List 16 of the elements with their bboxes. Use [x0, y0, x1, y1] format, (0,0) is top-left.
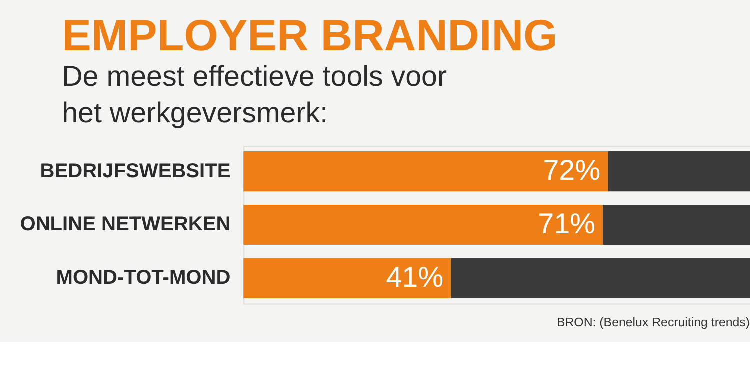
- data-label: 72%: [543, 155, 601, 188]
- y-tick-label: BEDRIJFSWEBSITE: [40, 160, 231, 182]
- bar: [451, 258, 750, 298]
- bar: [244, 204, 604, 246]
- bar: [244, 258, 452, 298]
- text: De meest effectieve tools voor: [62, 60, 448, 93]
- data-label: 41%: [386, 262, 444, 294]
- text: BRON: (Benelux Recruiting trends): [556, 316, 750, 330]
- text: het werkgeversmerk:: [62, 97, 328, 130]
- bar: [608, 152, 750, 192]
- y-tick-label: ONLINE NETWERKEN: [20, 214, 231, 236]
- bar: [244, 152, 608, 192]
- y-tick-label: MOND-TOT-MOND: [56, 267, 231, 290]
- chart-title: EMPLOYER BRANDING: [62, 12, 558, 61]
- data-label: 71%: [538, 208, 596, 241]
- bar: [603, 204, 750, 246]
